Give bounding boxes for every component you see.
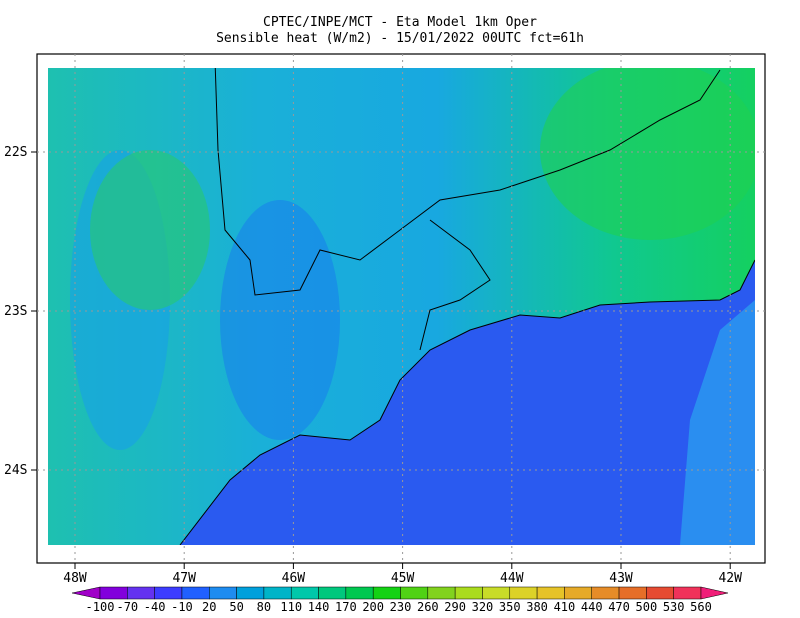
colorbar-label: -70 — [116, 600, 138, 614]
colorbar-triangle — [700, 586, 729, 600]
colorbar-box — [509, 586, 538, 600]
state-border — [214, 68, 721, 296]
title-line: Sensible heat (W/m2) - 15/01/2022 00UTC … — [216, 31, 584, 46]
colorbar-label: 20 — [202, 600, 216, 614]
colorbar-label: 320 — [472, 600, 494, 614]
lon-label: 47W — [172, 571, 196, 586]
colorbar-box — [673, 586, 702, 600]
colorbar-box — [318, 586, 347, 600]
colorbar-box — [618, 586, 647, 600]
colorbar-box — [591, 586, 620, 600]
colorbar-label: 350 — [499, 600, 521, 614]
colorbar-label: -10 — [171, 600, 193, 614]
colorbar-box — [646, 586, 674, 600]
colorbar-label: 80 — [257, 600, 271, 614]
field-patch — [220, 200, 340, 440]
field-patch — [540, 68, 755, 240]
lon-label: 43W — [609, 571, 633, 586]
lon-label: 46W — [282, 571, 306, 586]
colorbar-label: 530 — [663, 600, 685, 614]
colorbar-label: 440 — [581, 600, 603, 614]
lat-label: 23S — [4, 304, 27, 319]
colorbar-label: 560 — [690, 600, 712, 614]
lon-label: 42W — [718, 571, 742, 586]
field — [48, 68, 755, 545]
colorbar-label: 140 — [308, 600, 330, 614]
colorbar-box — [454, 586, 483, 600]
colorbar-label: 170 — [335, 600, 357, 614]
colorbar-label: 500 — [636, 600, 658, 614]
title-line: CPTEC/INPE/MCT - Eta Model 1km Oper — [263, 15, 537, 30]
colorbar-triangle — [71, 586, 101, 600]
colorbar-box — [400, 586, 429, 600]
colorbar-label: 470 — [608, 600, 630, 614]
lon-label: 45W — [391, 571, 415, 586]
colorbar-label: 110 — [280, 600, 302, 614]
lat-label: 24S — [4, 463, 27, 478]
lat-label: 22S — [4, 145, 27, 160]
ocean-field — [180, 260, 755, 545]
colorbar-box — [236, 586, 265, 600]
lon-label: 48W — [63, 571, 87, 586]
colorbar-box — [181, 586, 210, 600]
ocean-field — [680, 300, 755, 545]
lon-label: 44W — [500, 571, 524, 586]
colorbar-label: 380 — [526, 600, 548, 614]
colorbar-box — [127, 586, 155, 600]
colorbar-box — [263, 586, 292, 600]
colorbar-label: -100 — [86, 600, 115, 614]
colorbar-label: 410 — [554, 600, 576, 614]
colorbar-box — [427, 586, 456, 600]
map-frame — [36, 53, 766, 564]
field-patch — [90, 150, 210, 310]
colorbar-box — [372, 586, 401, 600]
colorbar-box — [99, 586, 128, 600]
colorbar-label: -40 — [144, 600, 166, 614]
state-border — [419, 219, 491, 351]
coastline — [179, 259, 755, 545]
colorbar-label: 290 — [444, 600, 466, 614]
colorbar-box — [154, 586, 183, 600]
colorbar-box — [209, 586, 237, 600]
colorbar-box — [564, 586, 592, 600]
colorbar-label: 230 — [390, 600, 412, 614]
colorbar-box — [345, 586, 374, 600]
colorbar-box — [290, 586, 319, 600]
colorbar-box — [482, 586, 511, 600]
colorbar-box — [536, 586, 565, 600]
colorbar-label: 200 — [362, 600, 384, 614]
colorbar-label: 50 — [229, 600, 243, 614]
colorbar-label: 260 — [417, 600, 439, 614]
